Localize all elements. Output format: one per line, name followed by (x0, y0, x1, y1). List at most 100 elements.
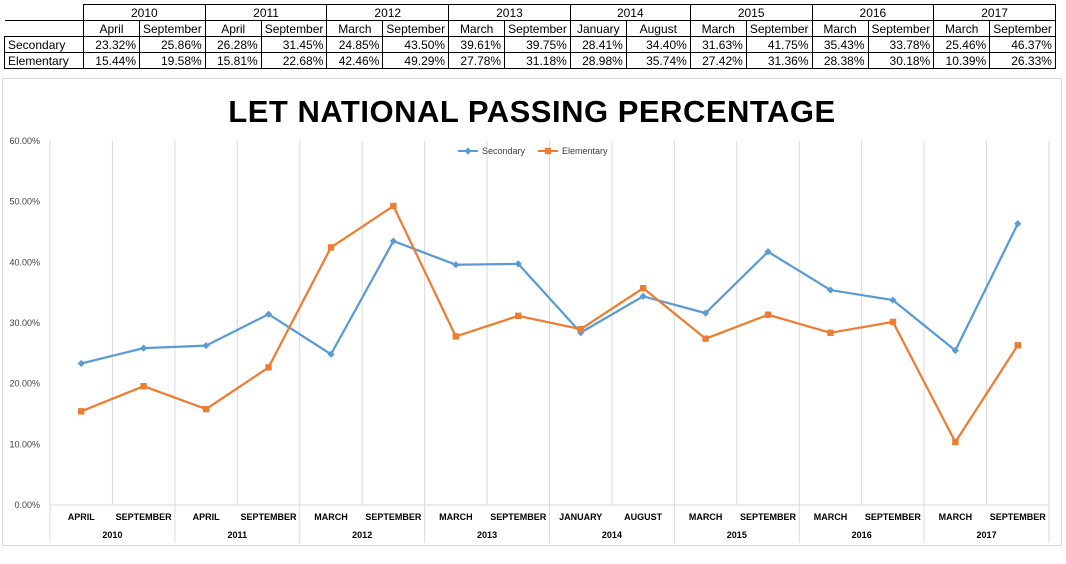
period-header-row: April September April September March Se… (4, 20, 1056, 37)
data-point (202, 341, 210, 350)
x-tick-label: APRIL (68, 512, 96, 522)
data-point (951, 346, 959, 355)
table-cell: 30.18% (867, 52, 935, 69)
table-cell: 27.78% (448, 52, 506, 69)
legend: Secondary Elementary (458, 146, 608, 156)
table-cell: 41.75% (745, 36, 813, 53)
row-label: Secondary (4, 36, 84, 53)
table-cell: 15.81% (204, 52, 262, 69)
data-point (701, 309, 710, 317)
period-header: September (260, 20, 328, 37)
year-header: 2013 (448, 4, 571, 21)
table-cell: 28.38% (811, 52, 869, 69)
table-cell: 28.41% (569, 36, 627, 53)
table-cell: 26.28% (204, 36, 262, 53)
x-tick-label: SEPTEMBER (365, 512, 422, 522)
table-cell: 26.33% (989, 52, 1056, 69)
x-tick-label: AUGUST (624, 512, 663, 522)
x-group-label: 2016 (852, 530, 872, 540)
data-point (464, 147, 472, 155)
data-point (764, 311, 772, 318)
x-tick-label: SEPTEMBER (865, 512, 922, 522)
legend-label: Secondary (482, 146, 526, 156)
x-group-label: 2014 (602, 530, 622, 540)
data-point (78, 408, 85, 415)
data-point (327, 350, 335, 358)
corner-cell (4, 4, 84, 21)
x-tick-label: SEPTEMBER (116, 512, 173, 522)
data-point (764, 248, 772, 256)
table-cell: 39.61% (448, 36, 506, 53)
data-point (202, 405, 210, 413)
period-header: April (204, 20, 262, 37)
x-tick-label: MARCH (939, 512, 973, 522)
table-cell: 42.46% (326, 52, 384, 69)
table-cell: 15.44% (83, 52, 140, 69)
period-header: March (933, 20, 991, 37)
x-tick-label: APRIL (193, 512, 221, 522)
y-tick-label: 50.00% (9, 197, 40, 207)
table-cell: 23.32% (83, 36, 140, 53)
corner-cell (4, 20, 84, 37)
legend-item: Secondary (458, 146, 526, 156)
table-cell: 31.18% (504, 52, 571, 69)
series-line (80, 204, 1019, 444)
data-point (327, 244, 335, 251)
period-header: September (139, 20, 206, 37)
x-tick-label: SEPTEMBER (490, 512, 547, 522)
data-point (544, 147, 552, 155)
series-secondary (77, 220, 1022, 368)
table-cell: 28.98% (569, 52, 627, 69)
year-header: 2016 (811, 4, 935, 21)
table-cell: 25.46% (933, 36, 991, 53)
data-point (889, 318, 897, 326)
period-header: September (867, 20, 935, 37)
period-header: August (625, 20, 691, 37)
data-point (515, 312, 522, 320)
series-layer (77, 202, 1022, 446)
table-cell: 49.29% (382, 52, 450, 69)
x-tick-label: SEPTEMBER (241, 512, 298, 522)
data-point (577, 325, 584, 333)
table-cell: 25.86% (139, 36, 206, 53)
x-group-label: 2017 (977, 530, 997, 540)
x-tick-label: JANUARY (559, 512, 602, 522)
period-header: March (689, 20, 747, 37)
chart-title: LET NATIONAL PASSING PERCENTAGE (228, 94, 835, 129)
table-cell: 35.43% (811, 36, 869, 53)
series-elementary (78, 202, 1021, 446)
legend-label: Elementary (562, 146, 608, 156)
data-point (452, 333, 460, 340)
data-point (952, 438, 959, 446)
table-cell: 10.39% (933, 52, 991, 69)
table-cell: 39.75% (504, 36, 571, 53)
x-tick-label: MARCH (814, 512, 848, 522)
period-header: March (448, 20, 506, 37)
axis-layer: 0.00% 10.00% 20.00% 30.00% 40.00% 50.00% 60.00… (9, 136, 1050, 543)
x-tick-label: SEPTEMBER (740, 512, 797, 522)
period-header: September (504, 20, 571, 37)
data-point (140, 383, 147, 390)
x-group-label: 2012 (352, 530, 372, 540)
year-header-row: 2010 2011 2012 2013 2014 2015 2016 2017 (4, 4, 1056, 21)
period-header: March (326, 20, 384, 37)
period-header: September (989, 20, 1056, 37)
y-tick-label: 30.00% (9, 318, 40, 328)
data-point (1014, 342, 1021, 349)
period-header: January (569, 20, 627, 37)
table-cell: 33.78% (867, 36, 935, 53)
table-cell: 19.58% (139, 52, 206, 69)
x-group-label: 2015 (727, 530, 747, 540)
y-tick-label: 20.00% (9, 379, 40, 389)
line-chart: LET NATIONAL PASSING PERCENTAGE 0.00% 10.… (9, 94, 1050, 543)
table-row-secondary: Secondary 23.32% 25.86% 26.28% 31.45% 24… (4, 36, 1056, 53)
period-header: March (811, 20, 869, 37)
row-label: Elementary (4, 52, 84, 69)
data-point (889, 296, 897, 304)
period-header: September (745, 20, 813, 37)
table-row-elementary: Elementary 15.44% 19.58% 15.81% 22.68% 4… (4, 52, 1056, 69)
data-table: 2010 2011 2012 2013 2014 2015 2016 2017 … (4, 4, 1056, 69)
y-tick-label: 40.00% (9, 257, 40, 267)
year-header: 2017 (933, 4, 1056, 21)
y-tick-label: 60.00% (9, 136, 40, 146)
